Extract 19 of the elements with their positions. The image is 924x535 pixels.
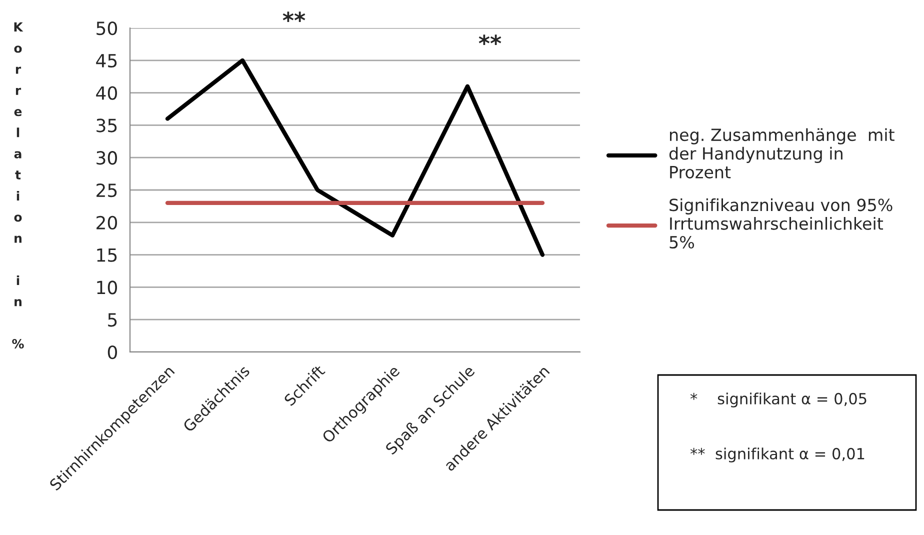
y-tick-label: 0	[108, 345, 117, 360]
legend-label: neg. Zusammenhänge mit der Handynutzung in Prozent	[669, 128, 894, 178]
line-series	[165, 58, 545, 257]
y-tick-label: 10	[97, 280, 117, 294]
y-tick-label: 40	[96, 86, 117, 100]
text: **	[282, 12, 306, 22]
annotation: **	[478, 34, 502, 45]
y-tick-label: 50	[96, 21, 117, 36]
y-tick-label: 45	[96, 54, 117, 68]
legend-label: Signifikanzniveau von 95% Irrtumswahrscheinlichkeit 5%	[670, 198, 892, 249]
y-tick-label: 20	[96, 216, 117, 230]
y-tick-label: 35	[96, 118, 117, 132]
text: Korrelation in %	[12, 22, 24, 348]
y-tick-label: 30	[96, 151, 117, 165]
text: ** signifikant α = 0,01	[690, 448, 864, 462]
y-tick-label: 25	[96, 183, 117, 198]
y-tick-label: 5	[108, 313, 117, 327]
y-tick-label: 15	[97, 248, 117, 262]
text: * signifikant α = 0,05	[690, 392, 866, 408]
